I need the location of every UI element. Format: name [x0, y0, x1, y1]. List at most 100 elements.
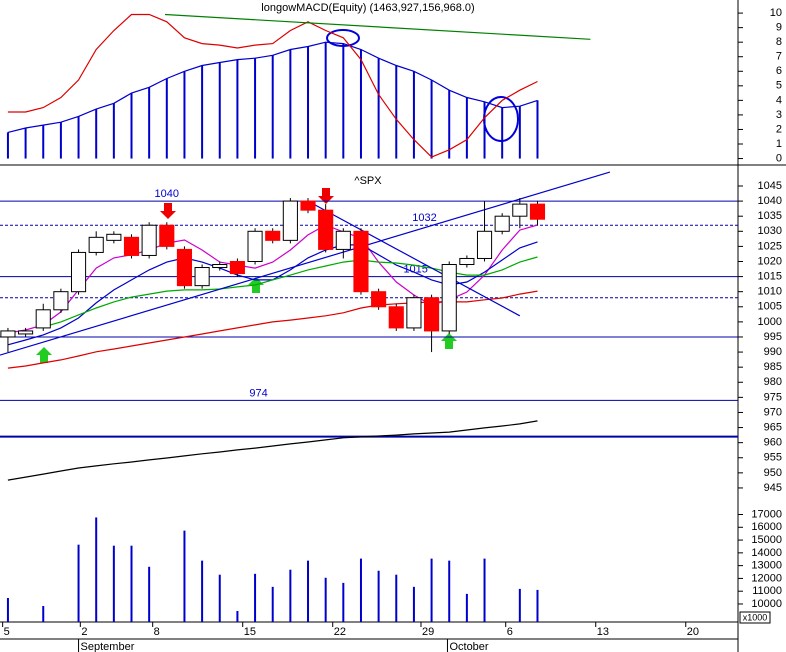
candle-body [194, 267, 210, 287]
candle-body [459, 257, 475, 266]
y-tick-label: 1005 [758, 301, 782, 313]
candle-body [494, 215, 510, 232]
x-tick-label: 20 [687, 626, 699, 638]
y-tick-label: 1 [776, 138, 782, 150]
y-tick-label: 1010 [758, 286, 782, 298]
trend-line [164, 13, 591, 40]
candle-body [123, 236, 140, 256]
y-tick-label: 970 [764, 406, 782, 418]
y-tick-label: 9 [776, 22, 782, 34]
y-tick-label: 15000 [751, 534, 782, 546]
histogram-bar [24, 128, 27, 159]
histogram-bar [307, 46, 310, 159]
candle-body [247, 230, 263, 262]
y-tick-label: 960 [764, 437, 782, 449]
y-tick-label: 975 [764, 391, 782, 403]
x-tick-label: 5 [4, 626, 10, 638]
candle-body [424, 297, 440, 332]
x-tick-label: 8 [154, 626, 160, 638]
candle-body [35, 309, 51, 329]
y-tick-label: 955 [764, 452, 782, 464]
histogram-bar [165, 78, 168, 159]
candle-body [53, 291, 69, 311]
buy-arrow [36, 347, 52, 363]
histogram-bar [77, 116, 80, 159]
volume-bar [359, 558, 362, 622]
histogram-bar [42, 125, 45, 159]
histogram-bar [430, 80, 433, 159]
candle-body [335, 230, 351, 250]
candle-body [300, 200, 316, 211]
histogram-bar [271, 55, 274, 159]
trend-line [307, 200, 521, 317]
ma-line [7, 13, 538, 158]
histogram-bar [183, 71, 186, 159]
y-tick-label: 1020 [758, 255, 782, 267]
candle-body [212, 264, 228, 269]
histogram-bar [130, 93, 133, 159]
histogram-bar [501, 107, 504, 159]
ma-line [7, 290, 538, 369]
y-tick-label: 11000 [752, 585, 782, 597]
y-tick-label: 3 [776, 109, 782, 121]
y-tick-label: 1045 [758, 180, 782, 192]
histogram-bar [236, 59, 239, 159]
histogram-bar [59, 122, 62, 159]
volume-bar [377, 570, 380, 622]
histogram-bar [359, 49, 362, 159]
month-label: October [449, 641, 488, 652]
y-tick-label: 0 [776, 152, 782, 164]
y-tick-label: 13000 [751, 560, 782, 572]
candle-body [353, 230, 369, 293]
histogram-line [7, 41, 538, 133]
sell-arrow [160, 203, 176, 219]
candle-body [441, 264, 457, 332]
x-tick-label: 2 [81, 626, 87, 638]
trend-line [0, 171, 611, 356]
candle-body [406, 297, 422, 329]
volume-bar [518, 588, 521, 622]
volume-bar [6, 597, 9, 622]
ma-line [7, 420, 538, 481]
volume-bar [183, 530, 186, 622]
y-tick-label: 1035 [758, 210, 782, 222]
y-tick-label: 4 [776, 94, 782, 106]
y-tick-label: 14000 [751, 547, 782, 559]
x-tick-label: 22 [334, 626, 346, 638]
month-label: September [81, 641, 135, 652]
volume-bar [430, 558, 433, 622]
y-tick-label: 985 [764, 361, 782, 373]
buy-arrow [441, 333, 457, 349]
candle-body [18, 330, 34, 335]
volume-bar [254, 573, 257, 622]
volume-bar [395, 574, 398, 622]
volume-bar [95, 517, 98, 622]
y-tick-label: 1025 [758, 240, 782, 252]
y-tick-label: 10 [770, 7, 782, 19]
level-label: 1040 [155, 188, 179, 200]
indicator-title: longowMACD(Equity) (1463,927,156,968.0) [261, 2, 474, 14]
candle-body [159, 224, 175, 247]
histogram-bar [6, 132, 9, 159]
y-tick-label: 980 [764, 376, 782, 388]
x-tick-label: 6 [507, 626, 513, 638]
y-tick-label: 950 [764, 467, 782, 479]
candle-body [529, 203, 546, 220]
x-tick-label: 29 [422, 626, 434, 638]
candle-body [0, 330, 16, 338]
histogram-bar [518, 106, 521, 159]
histogram-bar [95, 109, 98, 159]
volume-bar [324, 577, 327, 622]
volume-bar [483, 558, 486, 622]
histogram-bar [412, 71, 415, 159]
histogram-bar [377, 58, 380, 159]
price-title: ^SPX [354, 175, 382, 187]
volume-bar [271, 586, 274, 622]
y-tick-label: 7 [776, 51, 782, 63]
histogram-bar [483, 101, 486, 159]
y-tick-label: 16000 [751, 521, 782, 533]
y-tick-label: 6 [776, 65, 782, 77]
histogram-bar [465, 97, 468, 159]
candle-body [318, 209, 334, 250]
